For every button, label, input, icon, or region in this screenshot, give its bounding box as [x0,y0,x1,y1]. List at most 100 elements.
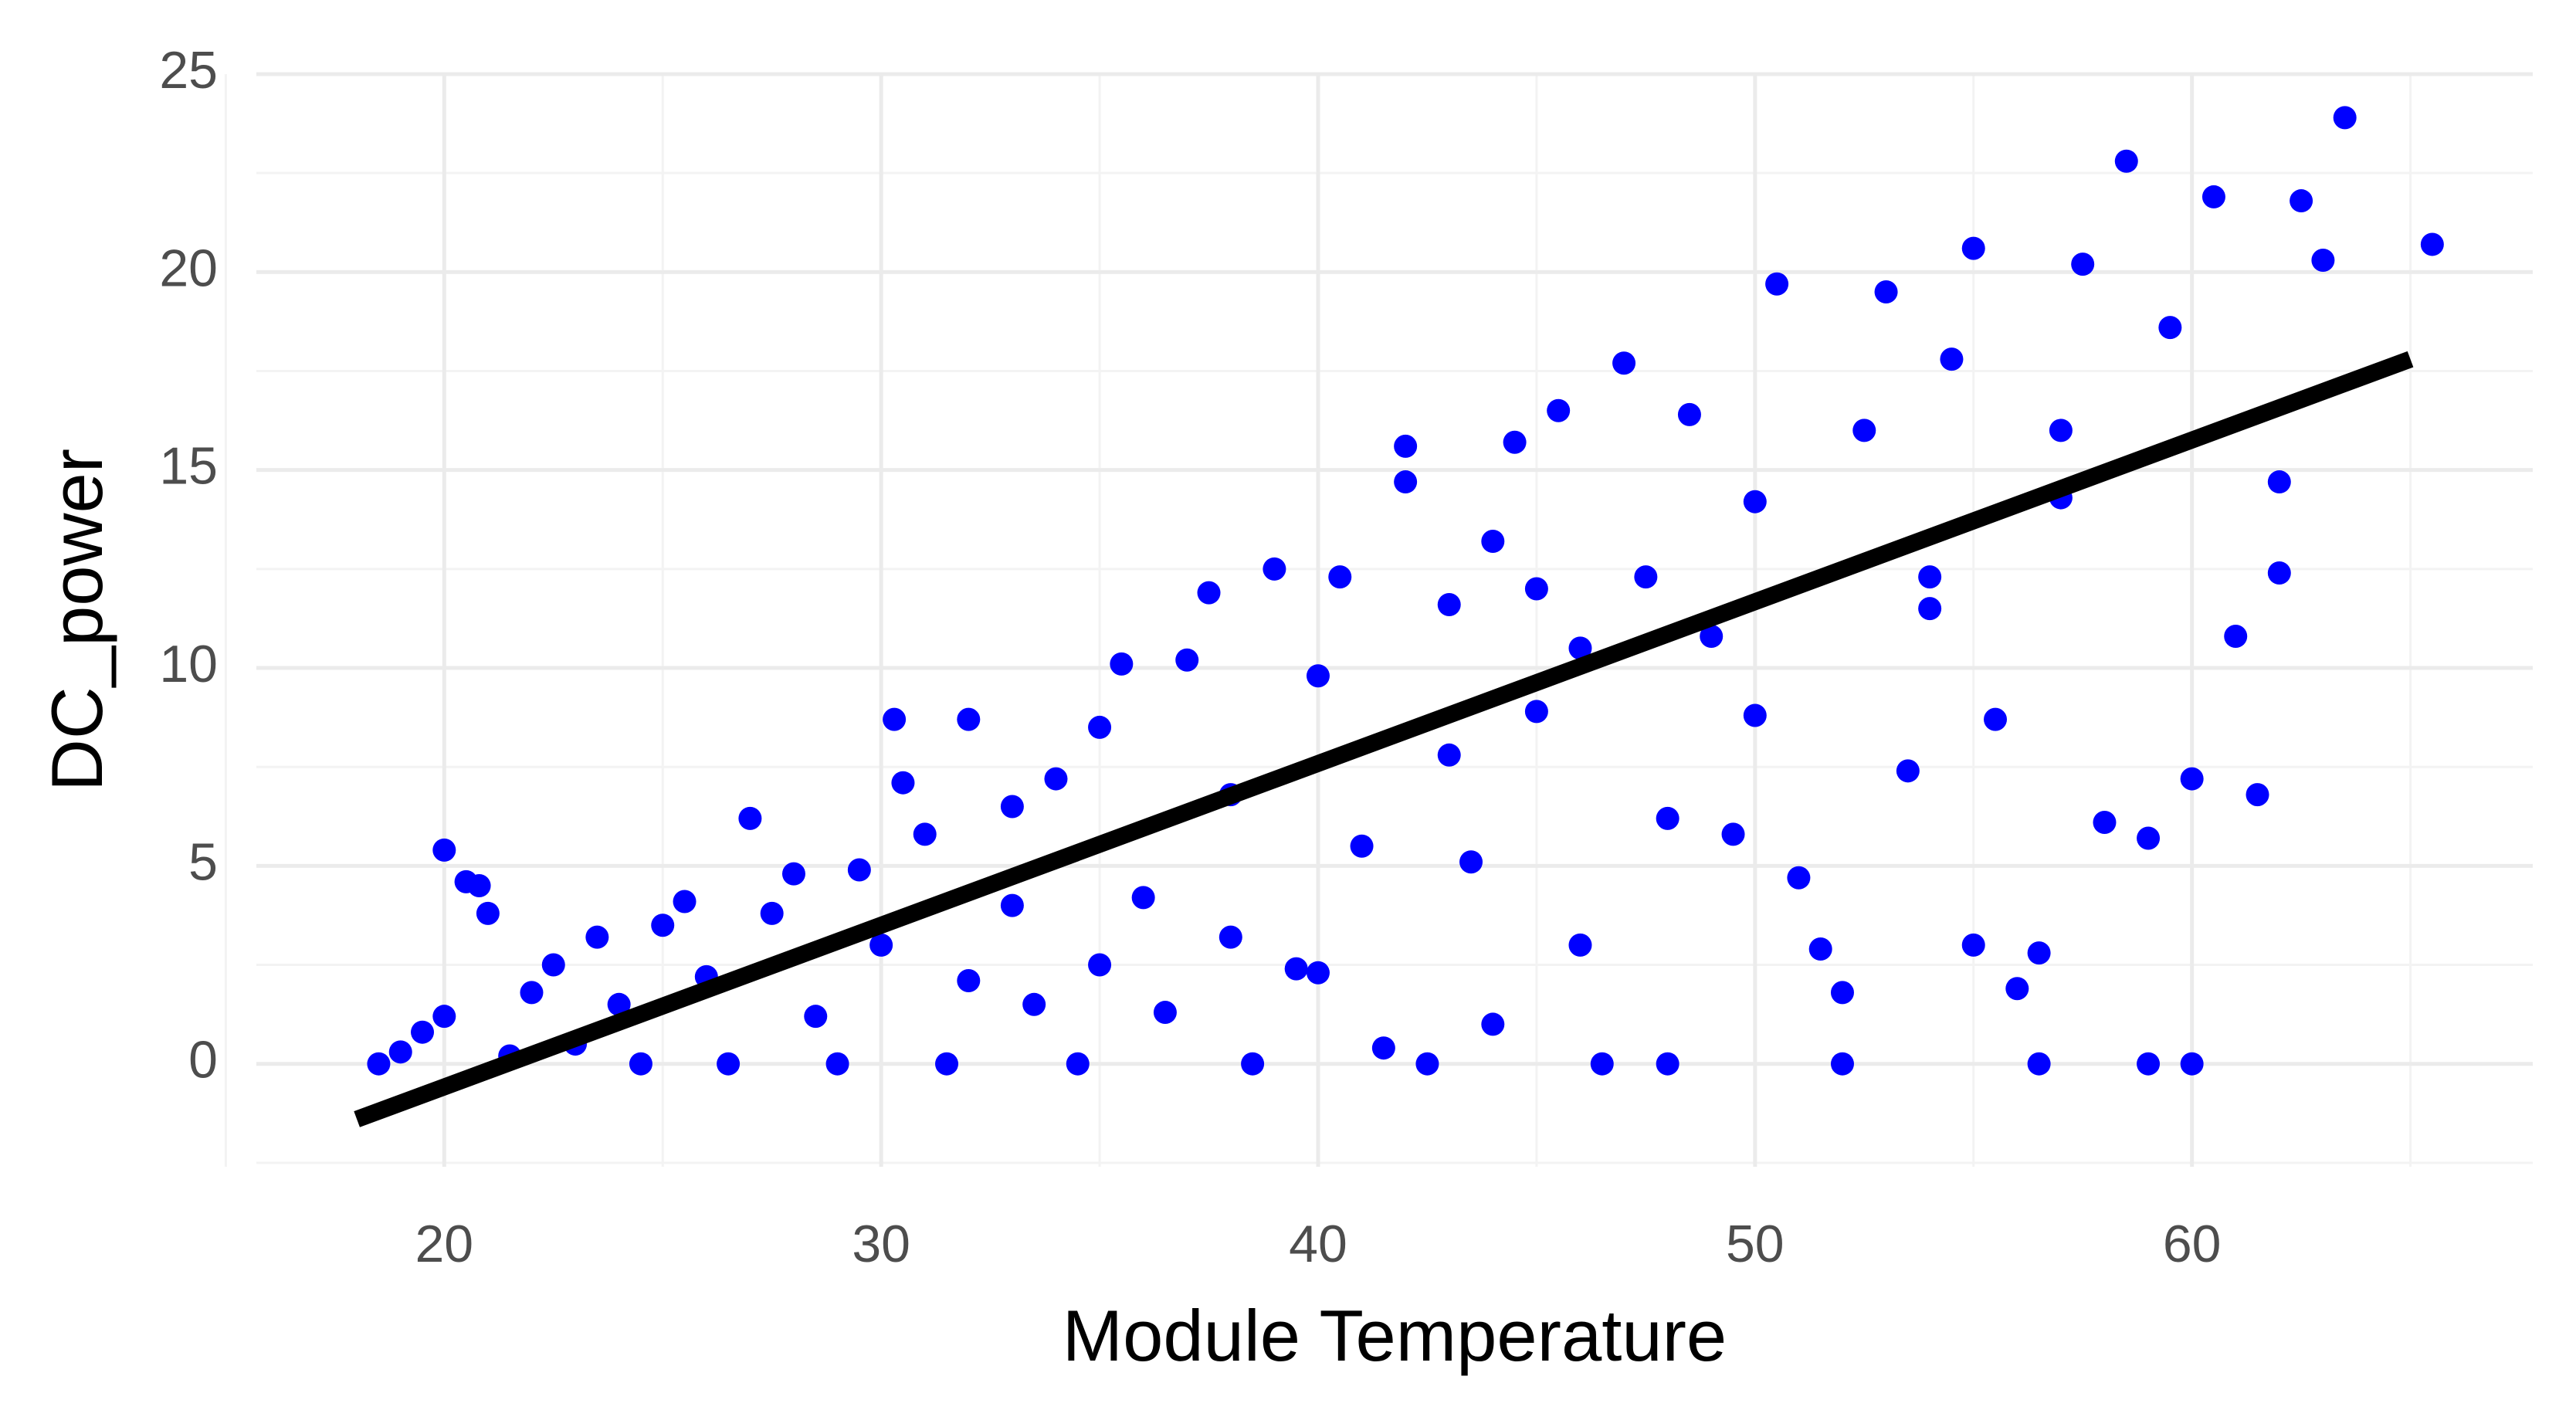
point [2420,232,2444,256]
point [1590,1052,1614,1076]
point [1371,1036,1395,1060]
point [1088,953,1112,977]
point [467,873,491,897]
point [1743,490,1767,514]
point [2071,253,2095,276]
point [1000,893,1024,917]
point [804,1005,828,1029]
point [781,862,805,886]
point [2267,470,2291,494]
point [2027,941,2051,965]
y-tick-label: 0 [188,1031,218,1090]
x-tick-label: 30 [852,1215,910,1273]
point [1394,434,1418,458]
point [1765,272,1789,296]
x-tick-label: 50 [1726,1215,1785,1273]
point [1808,937,1832,961]
point [1415,1052,1439,1076]
point [847,858,871,882]
point [2333,106,2357,130]
point [1677,402,1701,426]
y-tick-label: 5 [188,832,218,891]
point [1547,398,1571,422]
point [1328,565,1352,589]
point [411,1020,435,1044]
point [1241,1052,1265,1076]
point [1852,419,1876,442]
point [1000,795,1024,819]
point [1066,1052,1090,1076]
point [957,707,981,731]
point [869,933,893,957]
point [1263,557,1286,581]
point [1874,280,1898,303]
point [1306,664,1330,688]
point [1787,866,1811,890]
point [1656,1052,1679,1076]
point [1961,933,1985,957]
point [1984,707,2008,731]
point [2093,810,2117,834]
point [1437,743,1461,767]
point [1044,767,1068,791]
point [883,707,907,731]
point [1394,470,1418,494]
y-axis-label: DC_power [36,449,117,791]
point [1568,636,1592,660]
point [1940,347,1964,371]
point [2180,767,2204,791]
point [2137,826,2161,850]
point [1524,700,1548,724]
point [2114,149,2138,173]
point [891,771,915,795]
point [913,822,937,846]
point [1131,886,1155,910]
point [760,901,784,925]
point [1830,981,1854,1005]
point [367,1052,391,1076]
point [1459,850,1483,874]
point [2027,1052,2051,1076]
point [388,1040,412,1064]
point [2246,783,2269,807]
point [1896,759,1920,783]
point [1022,992,1046,1016]
point [520,981,544,1005]
point [1656,806,1679,830]
point [717,1052,741,1076]
point [1721,822,1745,846]
point [1918,597,1942,621]
point [2049,419,2073,442]
x-tick-label: 60 [2163,1215,2222,1273]
point [2224,625,2248,649]
point [651,913,675,937]
y-tick-label: 25 [159,41,218,100]
y-tick-label: 20 [159,239,218,297]
point [825,1052,849,1076]
point [1481,529,1505,553]
point [1568,933,1592,957]
point [1088,715,1112,739]
point [2180,1052,2204,1076]
point [1961,236,1985,260]
x-tick-label: 20 [415,1215,473,1273]
point [1830,1052,1854,1076]
point [1918,565,1942,589]
point [1612,351,1636,375]
x-axis-label: Module Temperature [1063,1295,1727,1376]
point [1197,581,1221,605]
point [629,1052,652,1076]
point [1634,565,1658,589]
point [2158,316,2182,340]
point [2137,1052,2161,1076]
point [541,953,565,977]
point [1743,703,1767,727]
point [1350,834,1374,858]
point [476,901,500,925]
point [1481,1012,1505,1036]
point [1700,625,1724,649]
point [2290,189,2313,213]
x-tick-label: 40 [1289,1215,1347,1273]
point [607,992,631,1016]
